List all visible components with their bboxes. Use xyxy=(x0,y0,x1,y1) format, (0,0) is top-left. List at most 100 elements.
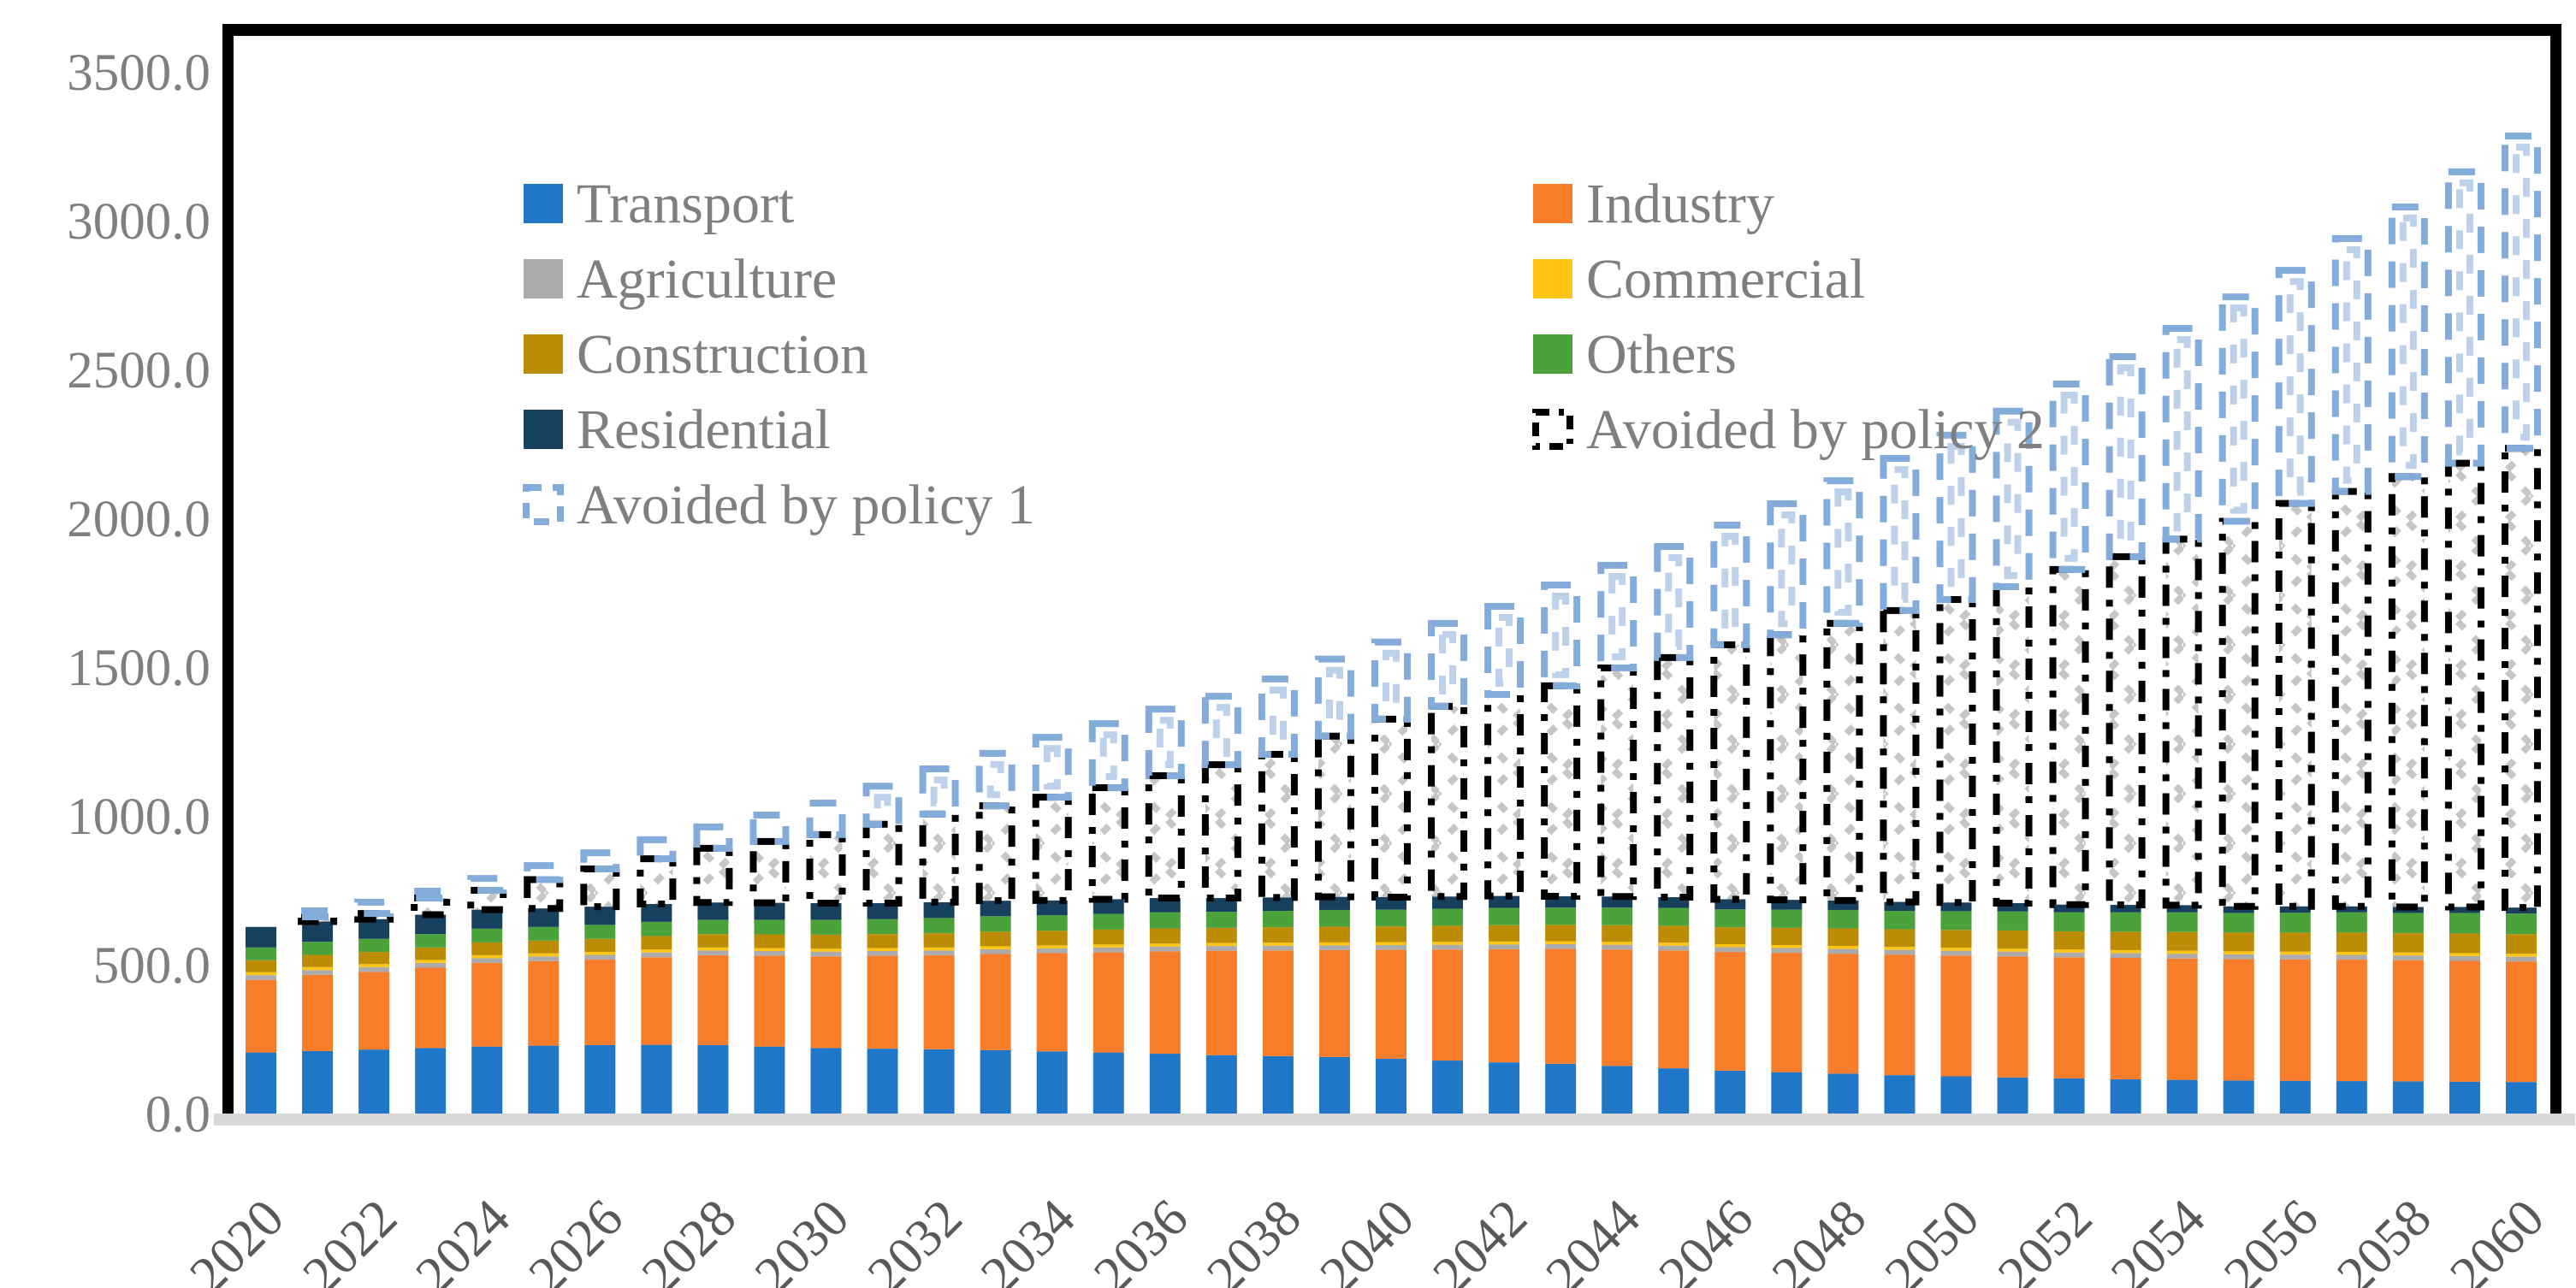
bar-segment-construction xyxy=(1997,930,2028,949)
bar-segment-agriculture xyxy=(1262,945,1294,951)
bar-segment-commercial xyxy=(1545,941,1577,944)
x-axis-tick-label: 2050 xyxy=(1874,1189,1991,1288)
bar-segment-transport xyxy=(246,1052,277,1114)
bar-segment-avoided-by-policy-1-inner xyxy=(930,777,948,806)
bar-segment-industry xyxy=(1262,950,1294,1056)
bar-segment-commercial xyxy=(1827,946,1859,949)
bar-segment-transport xyxy=(810,1048,842,1114)
bar-segment-agriculture xyxy=(810,951,842,957)
bar-segment-others xyxy=(754,919,785,935)
bar-segment-construction xyxy=(1884,929,1916,948)
legend-swatch-residential xyxy=(524,410,563,449)
bar-segment-commercial xyxy=(1771,945,1803,948)
bar-segment-industry xyxy=(2505,961,2537,1083)
bar-segment-commercial xyxy=(1714,943,1746,948)
bar-segment-agriculture xyxy=(980,948,1011,954)
bar-segment-construction xyxy=(2279,932,2311,952)
bar-segment-avoided-by-policy-1 xyxy=(2049,381,2089,573)
bar-segment-transport xyxy=(1997,1077,2028,1114)
bar-segment-industry xyxy=(867,955,898,1049)
bar-segment-avoided-by-policy-1 xyxy=(298,907,338,920)
bar-segment-commercial xyxy=(1432,942,1464,945)
bar-segment-avoided-by-policy-1-inner xyxy=(1608,572,1626,661)
bar-segment-construction xyxy=(1036,931,1068,946)
legend-swatch-others xyxy=(1533,334,1572,374)
bar-segment-industry xyxy=(1489,948,1520,1063)
bar-segment-commercial xyxy=(1997,948,2028,952)
bar-segment-industry xyxy=(2223,959,2254,1081)
bar-segment-commercial xyxy=(1318,942,1350,946)
bar-segment-others xyxy=(1093,913,1124,930)
bar-segment-agriculture xyxy=(1489,944,1520,949)
bar-segment-agriculture xyxy=(2053,952,2085,958)
bar-segment-commercial xyxy=(1602,942,1633,945)
bar-segment-agriculture xyxy=(697,950,729,955)
bar-segment-construction xyxy=(1714,927,1746,944)
bar-segment-industry xyxy=(1997,956,2028,1078)
bar-segment-commercial xyxy=(1376,942,1406,946)
bar-segment-industry xyxy=(2110,957,2141,1079)
bar-segment-transport xyxy=(1432,1061,1464,1114)
bar-segment-transport xyxy=(528,1045,560,1114)
bar-segment-transport xyxy=(1036,1051,1068,1114)
bar-segment-others xyxy=(641,921,672,936)
bar-segment-avoided-by-policy-2 xyxy=(1371,715,1411,901)
bar-segment-transport xyxy=(1262,1055,1294,1114)
bar-segment-avoided-by-policy-2 xyxy=(2105,552,2146,909)
bar-segment-avoided-by-policy-1-inner xyxy=(2399,214,2417,470)
bar-segment-construction xyxy=(1432,925,1464,942)
bar-segment-construction xyxy=(1205,927,1237,943)
bar-segment-transport xyxy=(2392,1081,2424,1114)
bar-segment-construction xyxy=(2505,934,2537,954)
bar-segment-transport xyxy=(2053,1078,2085,1114)
bar-segment-others xyxy=(2336,912,2367,933)
bar-segment-residential xyxy=(697,902,729,920)
bar-segment-others xyxy=(1262,911,1294,928)
bar-segment-transport xyxy=(754,1046,785,1114)
x-axis-tick-label: 2060 xyxy=(2439,1189,2555,1288)
bar-segment-residential xyxy=(1714,899,1746,910)
bar-segment-avoided-by-policy-2 xyxy=(1936,596,1976,907)
legend-swatch-avoided-by-policy-2 xyxy=(1532,409,1573,450)
bar-segment-transport xyxy=(1827,1073,1859,1114)
bar-segment-commercial xyxy=(2336,952,2367,955)
bar-segment-avoided-by-policy-1 xyxy=(467,875,507,894)
bar-segment-transport xyxy=(2166,1079,2198,1114)
bar-segment-avoided-by-policy-1-inner xyxy=(1891,466,1909,603)
bar-segment-construction xyxy=(471,942,503,955)
bar-segment-agriculture xyxy=(867,950,898,956)
bar-segment-construction xyxy=(2449,933,2480,954)
bar-segment-industry xyxy=(1205,950,1237,1055)
bar-segment-avoided-by-policy-1 xyxy=(2331,234,2372,495)
bar-segment-residential xyxy=(867,902,898,919)
bar-segment-construction xyxy=(2110,931,2141,950)
bar-segment-industry xyxy=(302,974,334,1051)
bar-segment-avoided-by-policy-1 xyxy=(411,888,451,902)
bar-segment-avoided-by-policy-2 xyxy=(749,837,790,907)
bar-segment-others xyxy=(1884,911,1916,930)
bar-segment-commercial xyxy=(1658,942,1690,946)
x-axis-tick-label: 2044 xyxy=(1535,1189,1651,1288)
bar-segment-commercial xyxy=(302,966,334,971)
bar-segment-industry xyxy=(246,979,277,1053)
bar-segment-residential xyxy=(246,926,277,948)
bar-segment-avoided-by-policy-1 xyxy=(1767,499,1807,639)
bar-segment-others xyxy=(980,916,1011,932)
x-axis-tick-label: 2026 xyxy=(518,1189,634,1288)
x-axis-tick-label: 2022 xyxy=(292,1189,408,1288)
bar-segment-avoided-by-policy-1-inner xyxy=(2117,364,2135,549)
bar-segment-avoided-by-policy-2 xyxy=(1428,702,1468,901)
x-axis-tick-label: 2054 xyxy=(2100,1189,2217,1288)
y-axis-tick-label: 1500.0 xyxy=(67,640,210,697)
bar-segment-transport xyxy=(1318,1056,1350,1114)
bar-segment-transport xyxy=(923,1049,955,1114)
bar-segment-others xyxy=(302,942,334,955)
bar-segment-avoided-by-policy-1 xyxy=(1880,455,1920,614)
bar-segment-transport xyxy=(1093,1052,1124,1114)
bar-segment-others xyxy=(584,925,616,939)
bar-segment-avoided-by-policy-1-inner xyxy=(1383,649,1400,712)
bar-segment-commercial xyxy=(528,953,560,957)
bar-segment-residential xyxy=(1997,902,2028,912)
bar-segment-others xyxy=(2053,912,2085,932)
bar-segment-residential xyxy=(2449,907,2480,913)
